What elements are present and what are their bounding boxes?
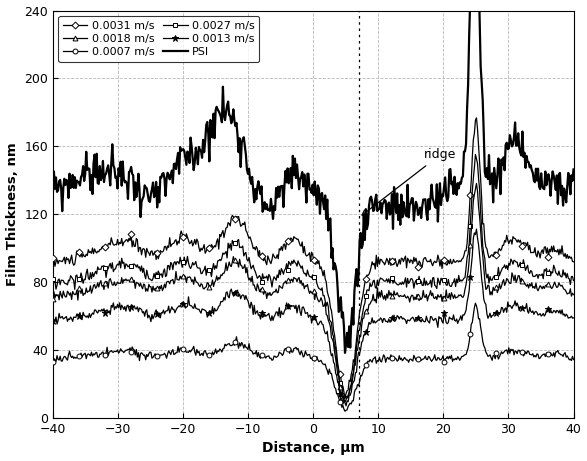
0.0013 m/s xyxy=(343,403,350,408)
0.0007 m/s xyxy=(296,352,303,357)
PSI xyxy=(570,167,577,172)
PSI xyxy=(360,213,367,218)
Line: 0.0031 m/s: 0.0031 m/s xyxy=(50,115,576,401)
0.0013 m/s xyxy=(331,361,338,366)
0.0007 m/s xyxy=(342,408,349,414)
PSI xyxy=(296,176,303,182)
0.0013 m/s xyxy=(473,226,480,232)
0.0007 m/s xyxy=(570,357,577,362)
0.0031 m/s xyxy=(296,242,303,248)
0.0007 m/s xyxy=(300,354,307,360)
0.0013 m/s xyxy=(478,277,485,282)
0.0007 m/s xyxy=(331,385,338,390)
0.0027 m/s xyxy=(300,269,307,274)
0.0031 m/s xyxy=(570,259,577,265)
0.0018 m/s xyxy=(570,292,577,297)
0.0018 m/s xyxy=(559,285,566,290)
0.0018 m/s xyxy=(331,349,338,355)
0.0018 m/s xyxy=(342,399,349,405)
0.0007 m/s xyxy=(478,331,485,336)
0.0031 m/s xyxy=(559,251,566,257)
PSI xyxy=(331,260,338,266)
0.0027 m/s xyxy=(360,303,367,309)
0.0007 m/s xyxy=(49,359,56,365)
PSI xyxy=(478,80,485,85)
0.0013 m/s xyxy=(300,304,307,310)
PSI xyxy=(300,183,307,189)
0.0013 m/s xyxy=(296,309,303,315)
0.0013 m/s xyxy=(360,332,367,338)
PSI xyxy=(342,350,349,355)
0.0018 m/s xyxy=(296,280,303,286)
0.0018 m/s xyxy=(300,281,307,286)
Line: PSI: PSI xyxy=(53,0,573,353)
0.0018 m/s xyxy=(49,296,56,301)
0.0027 m/s xyxy=(296,263,303,269)
0.0027 m/s xyxy=(570,278,577,284)
0.0027 m/s xyxy=(331,346,338,351)
0.0018 m/s xyxy=(360,315,367,321)
0.0027 m/s xyxy=(340,396,348,402)
0.0013 m/s xyxy=(570,315,577,321)
Legend: 0.0031 m/s, 0.0018 m/s, 0.0007 m/s, 0.0027 m/s, 0.0013 m/s, PSI: 0.0031 m/s, 0.0018 m/s, 0.0007 m/s, 0.00… xyxy=(58,16,259,62)
0.0031 m/s xyxy=(331,332,338,338)
0.0018 m/s xyxy=(478,243,485,248)
0.0031 m/s xyxy=(342,396,349,401)
0.0027 m/s xyxy=(478,225,485,230)
0.0027 m/s xyxy=(49,277,56,282)
0.0007 m/s xyxy=(472,301,479,306)
Text: ridge: ridge xyxy=(362,148,456,215)
Line: 0.0027 m/s: 0.0027 m/s xyxy=(50,152,576,402)
Y-axis label: Film Thickness, nm: Film Thickness, nm xyxy=(5,142,19,286)
0.0031 m/s xyxy=(300,250,307,256)
0.0007 m/s xyxy=(360,366,367,372)
0.0031 m/s xyxy=(360,287,367,293)
0.0007 m/s xyxy=(559,354,566,359)
0.0031 m/s xyxy=(49,255,56,260)
0.0031 m/s xyxy=(478,196,485,202)
PSI xyxy=(49,192,56,197)
0.0018 m/s xyxy=(473,181,480,186)
0.0027 m/s xyxy=(559,267,566,272)
PSI xyxy=(559,203,566,208)
0.0013 m/s xyxy=(559,312,566,318)
Line: 0.0013 m/s: 0.0013 m/s xyxy=(50,226,576,409)
0.0027 m/s xyxy=(472,152,479,157)
Line: 0.0018 m/s: 0.0018 m/s xyxy=(50,181,576,404)
Line: 0.0007 m/s: 0.0007 m/s xyxy=(50,301,576,414)
X-axis label: Distance, μm: Distance, μm xyxy=(262,442,365,455)
0.0031 m/s xyxy=(473,115,480,121)
0.0013 m/s xyxy=(49,318,56,324)
